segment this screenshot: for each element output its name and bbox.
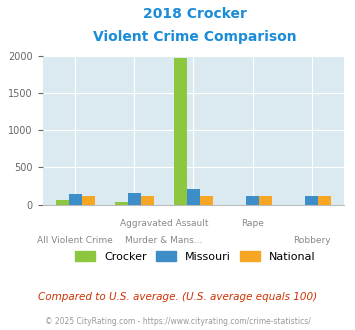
Bar: [246, 196, 259, 205]
Text: © 2025 CityRating.com - https://www.cityrating.com/crime-statistics/: © 2025 CityRating.com - https://www.city…: [45, 317, 310, 326]
Text: Murder & Mans...: Murder & Mans...: [125, 236, 203, 245]
Text: Violent Crime Comparison: Violent Crime Comparison: [93, 30, 297, 44]
Text: Rape: Rape: [241, 219, 264, 228]
Bar: [174, 58, 187, 205]
Text: Aggravated Assault: Aggravated Assault: [120, 219, 208, 228]
Bar: [128, 193, 141, 205]
Bar: [56, 200, 69, 205]
Text: 2018 Crocker: 2018 Crocker: [143, 7, 247, 20]
Bar: [187, 189, 200, 205]
Bar: [82, 196, 95, 205]
Bar: [259, 196, 272, 205]
Bar: [305, 196, 318, 205]
Text: Robbery: Robbery: [293, 236, 331, 245]
Bar: [200, 196, 213, 205]
Bar: [318, 196, 331, 205]
Bar: [69, 194, 82, 205]
Bar: [115, 202, 128, 205]
Legend: Crocker, Missouri, National: Crocker, Missouri, National: [72, 248, 318, 266]
Text: Compared to U.S. average. (U.S. average equals 100): Compared to U.S. average. (U.S. average …: [38, 292, 317, 302]
Text: All Violent Crime: All Violent Crime: [37, 236, 113, 245]
Bar: [141, 196, 154, 205]
